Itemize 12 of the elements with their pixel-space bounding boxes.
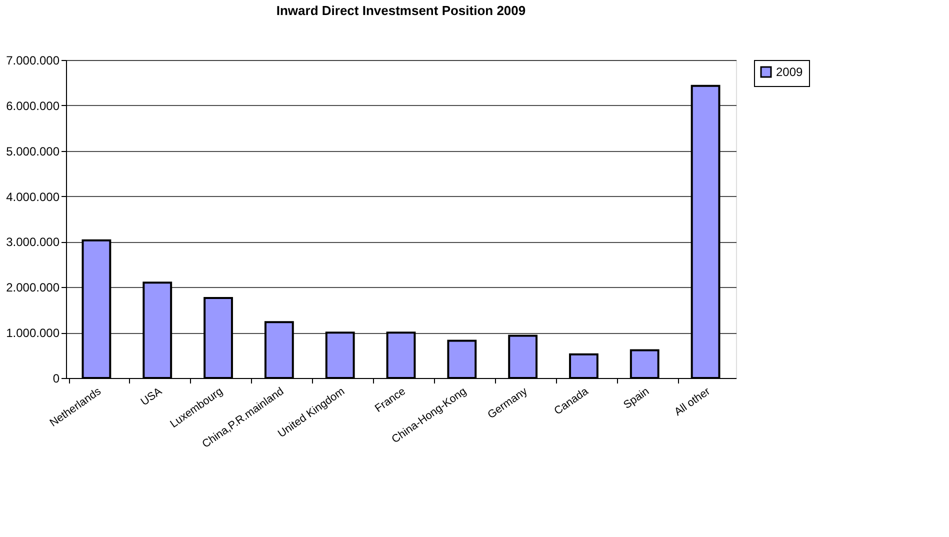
y-tick-label: 3.000.000 — [6, 235, 60, 250]
y-tick-label: 6.000.000 — [6, 98, 60, 113]
legend-label: 2009 — [776, 65, 804, 79]
x-tick-label: USA — [138, 385, 165, 408]
x-tick-label: All other — [672, 385, 713, 418]
y-tick-label: 2.000.000 — [6, 280, 60, 295]
y-tick-label: 5.000.000 — [6, 144, 60, 158]
y-tick-label: 7.000.000 — [6, 54, 60, 68]
y-tick-label: 4.000.000 — [6, 190, 60, 204]
chart-title: Inward Direct Investmsent Position 2009 — [276, 3, 526, 18]
y-tick-label: 0 — [52, 372, 60, 386]
y-tick-label: 1.000.000 — [6, 326, 60, 340]
